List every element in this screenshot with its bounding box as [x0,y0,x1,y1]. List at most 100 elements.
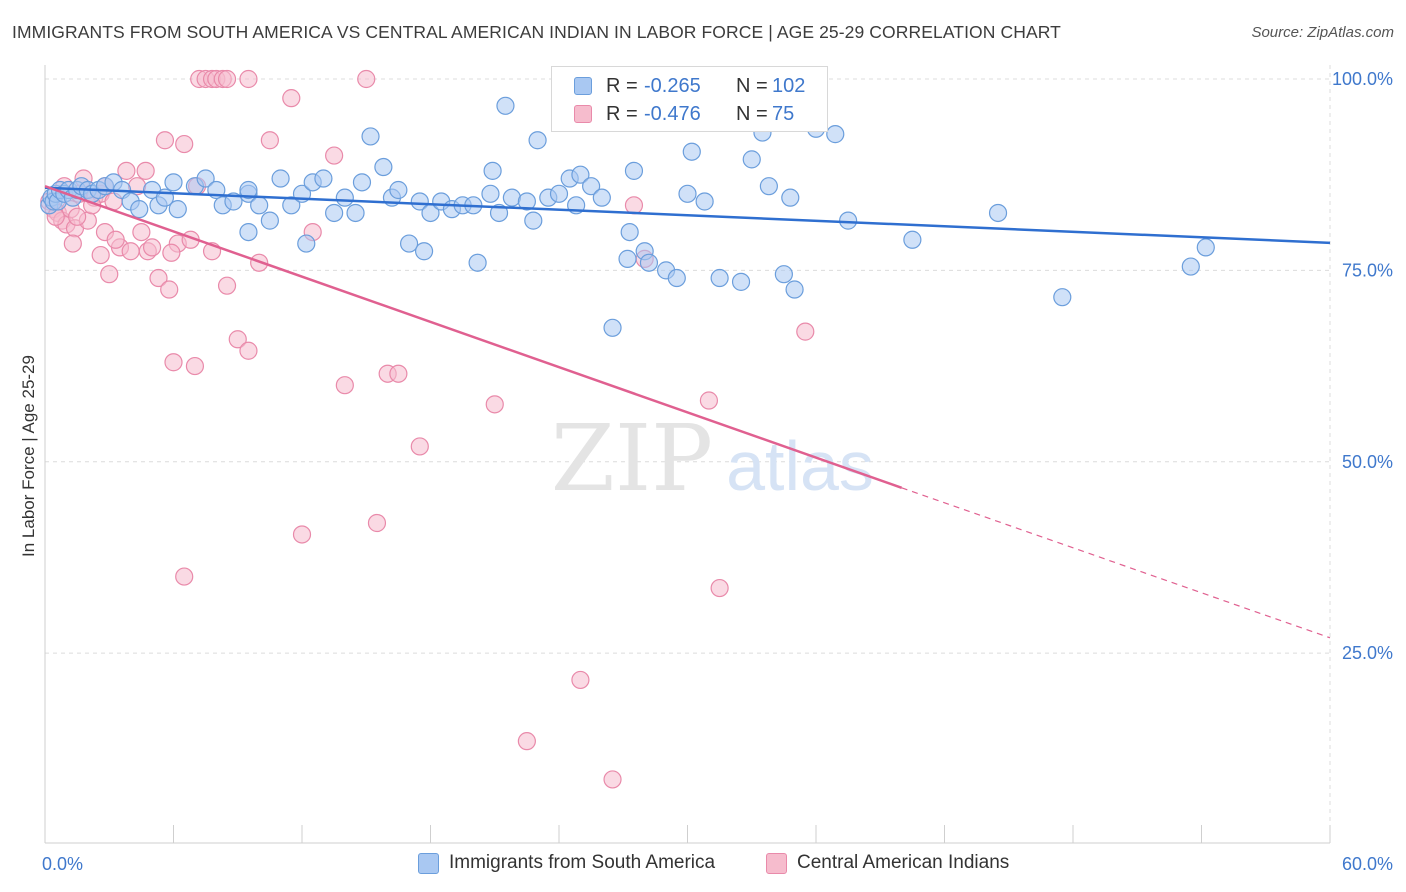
data-point-pink [710,578,729,598]
y-tick-label: 100.0% [1332,69,1393,89]
data-point-blue [731,272,751,291]
data-point-blue [325,203,344,223]
data-point-pink [175,567,194,586]
data-point-blue [517,192,536,211]
chart-title: IMMIGRANTS FROM SOUTH AMERICA VS CENTRAL… [12,22,1061,42]
data-point-pink [603,770,622,789]
data-point-pink [100,265,119,284]
data-point-blue [988,203,1008,223]
data-point-blue [250,196,269,215]
legend-item-south-america: Immigrants from South America [418,852,715,874]
data-point-pink [485,395,504,414]
legend-swatch-blue [574,77,592,95]
data-point-blue [361,127,380,146]
data-point-blue [1053,288,1072,307]
legend-n-label: N = [736,74,768,97]
data-point-pink [389,364,408,383]
data-point-blue [571,165,590,184]
data-point-pink [335,376,354,395]
data-point-blue [502,188,521,207]
legend-r-label: R = [606,102,638,125]
legend-swatch-blue [418,852,439,874]
data-point-blue [710,268,729,288]
data-point-pink [63,234,82,253]
data-point-pink [91,245,110,265]
data-point-blue [260,211,279,230]
trend-lines [44,184,1331,639]
legend-r-value: -0.476 [644,102,701,125]
data-point-blue [489,203,509,223]
data-point-blue [603,318,622,337]
data-point-pink [239,69,258,89]
data-point-pink [517,732,536,751]
data-point-pink [624,196,644,215]
data-point-pink [239,341,258,360]
data-point-blue [592,188,611,207]
legend-label-central-american-indians: Central American Indians [797,852,1010,873]
y-axis-title: In Labor Force | Age 25-29 [19,355,38,557]
data-point-blue [528,131,547,150]
legend-n-value: 75 [772,102,795,125]
data-point-pink [571,670,590,690]
legend-row-pink: R = -0.476 N = 75 [574,101,794,127]
data-point-pink [260,131,279,150]
data-point-blue [239,180,258,200]
data-point-blue [582,177,601,196]
data-point-pink [282,89,301,108]
data-point-pink [149,268,168,288]
source-credit: Source: ZipAtlas.com [1251,24,1394,41]
data-point-pink [796,322,815,341]
data-point-blue [297,234,316,253]
data-point-blue [549,184,569,203]
data-point-pink [132,223,151,242]
data-point-blue [618,249,637,268]
data-point-blue [742,150,761,169]
data-point-blue [414,242,434,261]
series-central-american-indians [40,69,815,789]
data-point-blue [695,192,714,211]
legend-label-south-america: Immigrants from South America [449,852,716,873]
data-point-blue [678,184,697,203]
data-point-blue [496,96,515,115]
data-point-blue [374,157,393,177]
trend-line-blue [44,186,1331,245]
data-point-pink [162,243,181,262]
x-axis-right-label: 60.0% [1342,854,1393,874]
legend-n-label: N = [736,102,768,125]
data-point-blue [314,169,333,188]
data-point-blue [164,173,183,192]
data-point-blue [620,223,639,242]
data-point-blue [639,253,659,272]
data-point-blue [524,211,543,230]
data-point-pink [121,242,140,261]
data-point-blue [346,203,365,223]
data-point-blue [410,192,429,211]
legend-r-label: R = [606,74,638,97]
data-point-blue [239,223,258,242]
watermark-atlas: atlas [726,427,874,505]
data-point-blue [271,169,290,188]
watermark-zip: ZIP [551,405,713,512]
data-point-pink [325,146,344,165]
data-point-pink [699,391,719,410]
data-point-blue [759,177,778,196]
data-point-pink [68,207,87,226]
data-point-pink [185,356,205,376]
data-point-pink [160,280,179,299]
data-point-pink [357,69,376,89]
x-axis-left-label: 0.0% [42,854,83,874]
data-point-blue [785,280,804,299]
correlation-legend: R = -0.265 N = 102 R = -0.476 N = 75 [551,66,828,132]
data-point-blue [781,188,800,207]
data-point-blue [481,184,500,203]
data-point-blue [352,173,372,192]
data-point-pink [175,134,194,154]
data-point-blue [903,230,922,249]
data-point-blue [839,211,858,230]
trend-line-pink [44,184,903,489]
y-tick-labels: 25.0% 50.0% 75.0% 100.0% [1332,69,1393,663]
data-point-pink [164,353,183,372]
data-point-pink [117,161,136,180]
data-point-blue [168,200,187,219]
